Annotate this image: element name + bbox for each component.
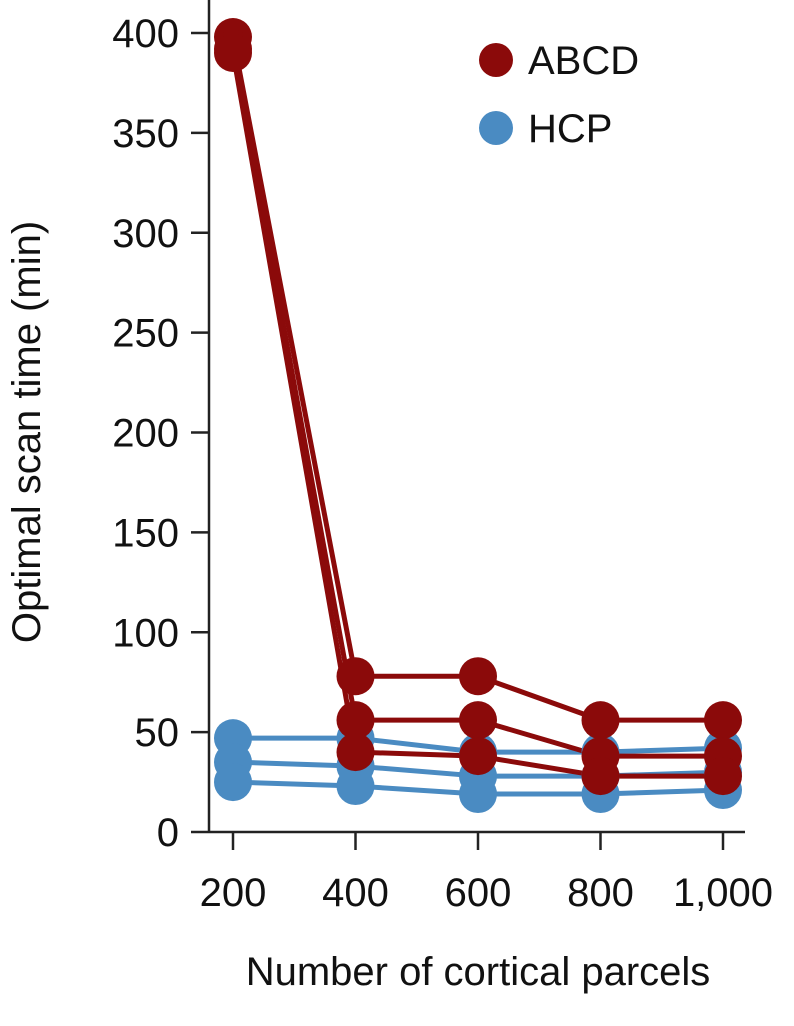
legend: ABCD HCP bbox=[479, 39, 639, 151]
data-point-abcd bbox=[459, 657, 497, 696]
data-point-abcd bbox=[336, 657, 375, 696]
y-tick-label: 50 bbox=[135, 711, 180, 755]
x-tick-label: 200 bbox=[200, 871, 267, 915]
legend-marker-hcp bbox=[479, 111, 513, 145]
data-point-abcd bbox=[459, 701, 497, 740]
data-point-abcd bbox=[704, 757, 742, 796]
x-tick-label: 800 bbox=[567, 871, 634, 915]
series-line-abcd bbox=[230, 48, 723, 759]
y-tick-label: 350 bbox=[112, 112, 179, 156]
legend-label-hcp: HCP bbox=[528, 107, 612, 151]
data-point-abcd bbox=[459, 737, 497, 776]
data-point-hcp bbox=[214, 763, 252, 802]
x-tick-label: 600 bbox=[445, 871, 512, 915]
y-tick-label: 250 bbox=[112, 312, 179, 356]
x-tick-label: 1,000 bbox=[673, 871, 773, 915]
x-axis-title: Number of cortical parcels bbox=[246, 950, 711, 994]
y-tick-label: 150 bbox=[112, 511, 179, 555]
y-axis-title: Optimal scan time (min) bbox=[5, 221, 49, 643]
x-ticks: 200 400 600 800 1,000 bbox=[200, 832, 773, 915]
data-point-abcd bbox=[336, 733, 375, 772]
data-point-abcd bbox=[214, 33, 252, 72]
y-tick-label: 200 bbox=[112, 412, 179, 456]
data-point-abcd bbox=[704, 701, 742, 740]
data-point-hcp bbox=[459, 775, 497, 814]
y-tick-label: 400 bbox=[112, 12, 179, 56]
y-tick-label: 0 bbox=[157, 811, 179, 855]
series-line-abcd bbox=[230, 36, 723, 723]
legend-label-abcd: ABCD bbox=[528, 39, 639, 83]
y-ticks: 0 50 100 150 200 250 300 350 400 bbox=[112, 12, 209, 855]
data-point-abcd bbox=[581, 757, 620, 796]
series-points bbox=[214, 17, 742, 814]
y-tick-label: 300 bbox=[112, 212, 179, 256]
x-tick-label: 400 bbox=[322, 871, 389, 915]
y-tick-label: 100 bbox=[112, 611, 179, 655]
data-point-hcp bbox=[336, 767, 375, 806]
data-point-abcd bbox=[336, 701, 375, 740]
legend-marker-abcd bbox=[479, 43, 513, 77]
data-point-abcd bbox=[581, 701, 620, 740]
